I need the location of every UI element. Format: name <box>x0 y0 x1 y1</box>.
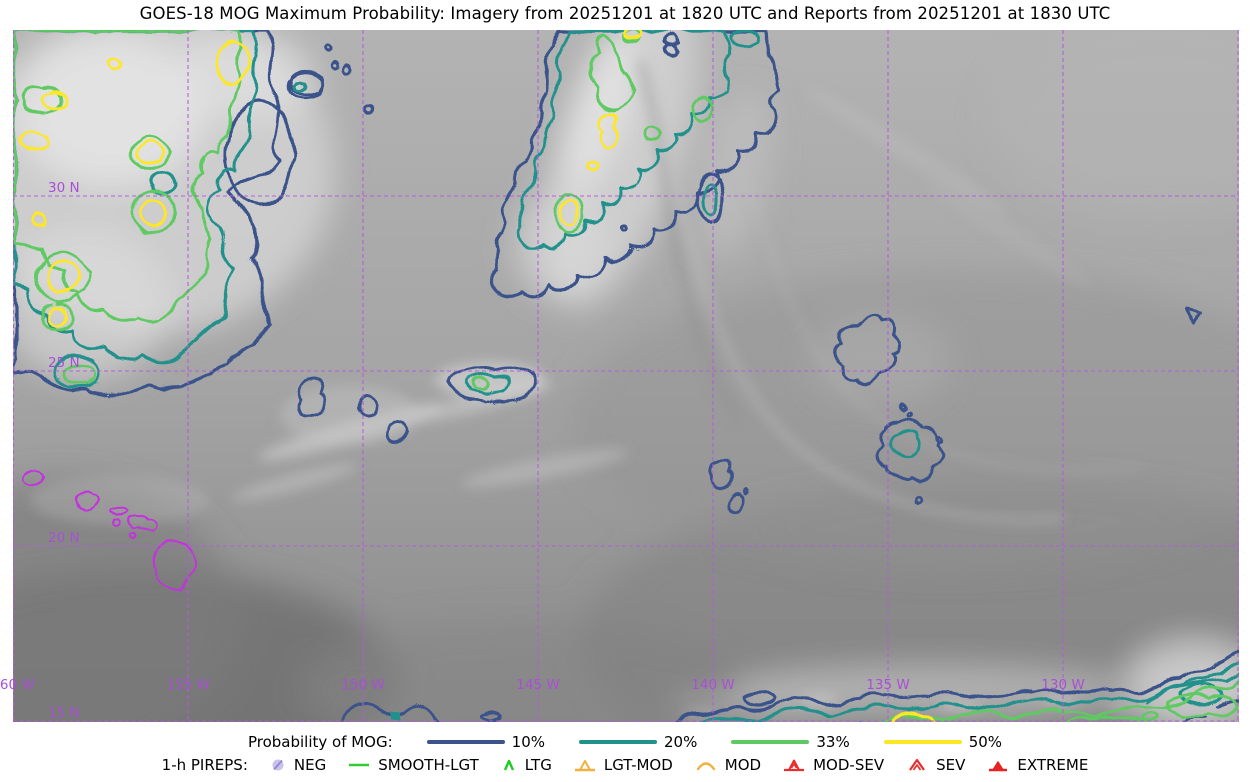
figure-title: GOES-18 MOG Maximum Probability: Imagery… <box>139 4 1111 23</box>
contour-swatch-33pct <box>731 739 810 745</box>
mod-sev-icon <box>784 759 805 772</box>
graticule-labels: 30 N 25 N 20 N 15 N 160 W 155 W 150 W 14… <box>0 180 1085 721</box>
hawaii-coastlines <box>20 467 196 589</box>
graticule <box>13 30 1239 722</box>
pireps-legend-title: 1-h PIREPS: <box>161 756 248 774</box>
contour-50pct <box>17 36 248 327</box>
band-contour-33pct <box>551 30 714 232</box>
legend-item-neg: NEG <box>269 756 326 774</box>
legend-item-20pct: 20% <box>579 733 697 751</box>
small-contours-10pct <box>295 304 1200 514</box>
legend-item-mod: MOD <box>694 756 761 774</box>
map-canvas: 30 N 25 N 20 N 15 N 160 W 155 W 150 W 14… <box>0 30 1239 722</box>
contour-swatch-20pct <box>579 739 658 745</box>
lat-label: 20 N <box>48 530 80 546</box>
lat-label: 30 N <box>48 180 80 196</box>
small-contours-20pct <box>463 370 919 455</box>
lat-label: 15 N <box>48 705 80 721</box>
mod-icon <box>696 762 715 771</box>
contour-swatch-10pct <box>426 739 505 745</box>
sev-icon <box>909 758 925 771</box>
legend-item-ltg: LTG <box>500 756 552 774</box>
probability-legend-title: Probability of MOG: <box>247 733 393 751</box>
legend-item-smooth-lgt: SMOOTH-LGT <box>347 756 479 774</box>
contour-33pct <box>13 30 240 384</box>
band-contour-50pct <box>556 30 639 224</box>
lon-label: 155 W <box>166 677 209 693</box>
legend-item-extreme: EXTREME <box>986 756 1088 774</box>
lon-label: 140 W <box>691 677 734 693</box>
lon-label: 150 W <box>341 677 384 693</box>
legend-item-lgt-mod: LGT-MOD <box>573 756 673 774</box>
legend-item-sev: SEV <box>905 756 965 774</box>
lgt-mod-icon <box>574 760 595 772</box>
neg-icon <box>272 759 284 771</box>
legend-item-33pct: 33% <box>731 733 850 751</box>
legend-item-50pct: 50% <box>883 733 1002 751</box>
pireps-legend: 1-h PIREPS: NEG SMOOTH-LGT LTG <box>0 756 1250 774</box>
ltg-icon <box>503 759 514 771</box>
bottom-band-10pct <box>336 648 1239 722</box>
contour-swatch-50pct <box>883 739 962 745</box>
probability-contours <box>13 30 1239 722</box>
lon-label: 135 W <box>866 677 909 693</box>
band-contour-20pct <box>515 30 757 249</box>
lon-label: 130 W <box>1041 677 1084 693</box>
legend-item-mod-sev: MOD-SEV <box>782 756 884 774</box>
extreme-icon <box>989 761 1008 772</box>
lon-label: 145 W <box>516 677 559 693</box>
contour-20pct <box>13 30 306 388</box>
bottom-band-50pct <box>888 710 936 722</box>
contour-10pct <box>13 30 374 395</box>
cloud-wisps <box>30 58 1143 717</box>
lat-label: 25 N <box>48 355 80 371</box>
lon-label: 160 W <box>0 677 35 693</box>
legend-item-10pct: 10% <box>426 733 545 751</box>
band-contour-10pct <box>488 30 778 295</box>
probability-legend: Probability of MOG: 10% 20% 33% 50% <box>0 733 1250 751</box>
smooth-lgt-icon <box>349 763 370 767</box>
small-contours-33pct <box>470 374 490 388</box>
